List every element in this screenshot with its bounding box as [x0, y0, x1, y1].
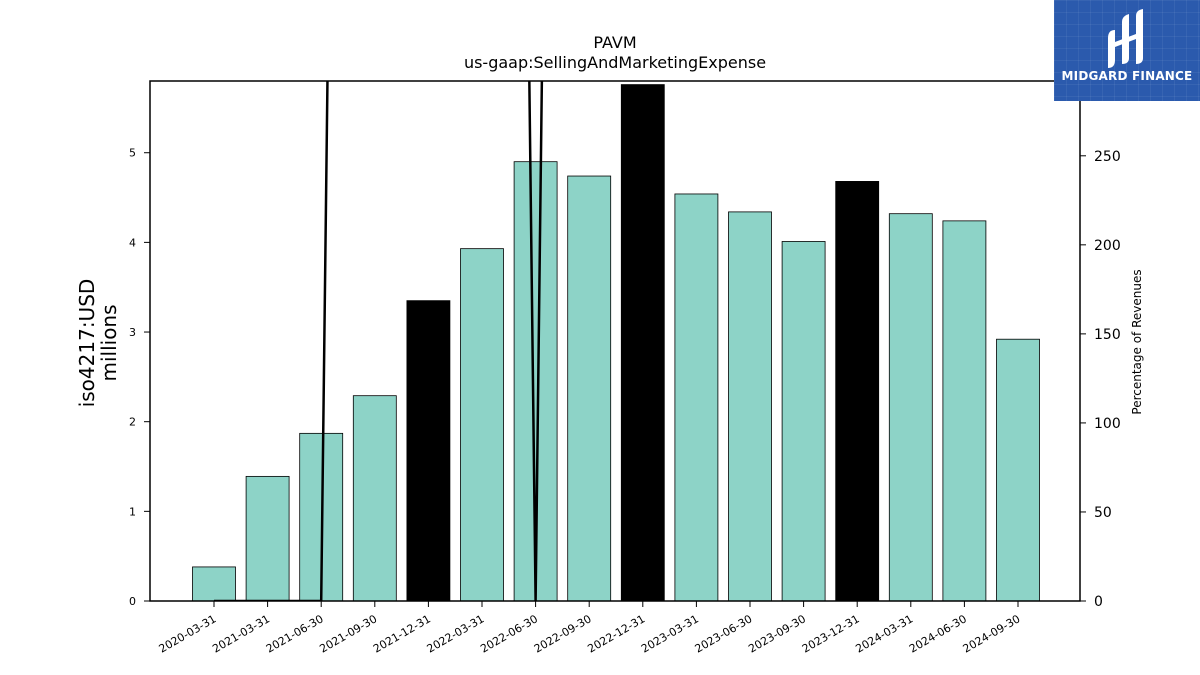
bar-2021-09-30	[352, 395, 397, 602]
x-tick-label: 2021-06-30	[264, 612, 326, 655]
x-tick-label: 2024-03-31	[853, 612, 915, 655]
right-y-tick-label: 100	[1094, 416, 1121, 432]
x-tick-label: 2024-09-30	[961, 612, 1023, 655]
left-y-tick-label: 2	[129, 416, 136, 429]
x-tick-label: 2020-03-31	[157, 612, 219, 655]
midgard-finance-logo: MIDGARD FINANCE	[1054, 0, 1200, 101]
x-tick-label: 2021-12-31	[371, 612, 433, 655]
bar-2023-12-31	[835, 181, 880, 602]
right-y-tick-label: 250	[1094, 149, 1121, 165]
x-tick-label: 2022-06-30	[478, 612, 540, 655]
right-y-tick-label: 0	[1094, 594, 1103, 610]
left-y-axis-label: iso4217:USD	[75, 279, 99, 408]
right-y-tick-label: 50	[1094, 505, 1112, 521]
right-y-tick-label: 200	[1094, 238, 1121, 254]
bar-2024-09-30	[996, 338, 1040, 602]
bar-2024-06-30	[942, 220, 987, 602]
left-y-tick-label: 0	[129, 595, 136, 608]
left-y-tick-label: 5	[129, 147, 136, 160]
left-y-axis: 0 1 2 3 4 5	[129, 147, 150, 608]
x-tick-label: 2023-06-30	[693, 612, 755, 655]
bar-2021-12-31	[406, 300, 451, 602]
midgard-finance-logo-icon	[1108, 9, 1143, 68]
bar-2020-03-31	[192, 566, 236, 602]
bar-2024-03-31	[888, 213, 933, 602]
left-y-tick-label: 1	[129, 505, 136, 518]
bar-2022-03-31	[460, 248, 504, 602]
brand-name: MIDGARD FINANCE	[1061, 69, 1193, 83]
x-tick-label: 2023-09-30	[746, 612, 808, 655]
bar-2023-06-30	[728, 211, 772, 602]
bar-2022-12-31	[620, 84, 665, 602]
right-y-axis-label: Percentage of Revenues	[1130, 269, 1144, 414]
left-y-tick-label: 3	[129, 326, 136, 339]
bar-2023-03-31	[674, 193, 719, 602]
left-y-axis-unit: millions	[97, 304, 121, 381]
right-y-tick-label: 150	[1094, 327, 1121, 343]
chart-subtitle: us-gaap:SellingAndMarketingExpense	[464, 53, 766, 72]
chart-title: PAVM	[593, 33, 636, 52]
x-tick-label: 2022-09-30	[532, 612, 594, 655]
x-tick-label: 2021-09-30	[317, 612, 379, 655]
x-tick-label: 2021-03-31	[210, 612, 272, 655]
bar-2021-03-31	[245, 475, 290, 602]
bar-2022-09-30	[567, 175, 612, 602]
x-axis: 2020-03-312021-03-312021-06-302021-09-30…	[157, 601, 1023, 656]
bar-2023-09-30	[781, 241, 826, 602]
x-tick-label: 2024-06-30	[907, 612, 969, 655]
right-y-axis: 0 50 100 150 200 250	[1080, 149, 1121, 610]
bar-series	[192, 84, 1040, 602]
x-tick-label: 2023-03-31	[639, 612, 701, 655]
x-tick-label: 2023-12-31	[800, 612, 862, 655]
x-tick-label: 2022-03-31	[425, 612, 487, 655]
plot-frame	[149, 80, 1081, 602]
left-y-tick-label: 4	[129, 236, 136, 249]
x-tick-label: 2022-12-31	[585, 612, 647, 655]
